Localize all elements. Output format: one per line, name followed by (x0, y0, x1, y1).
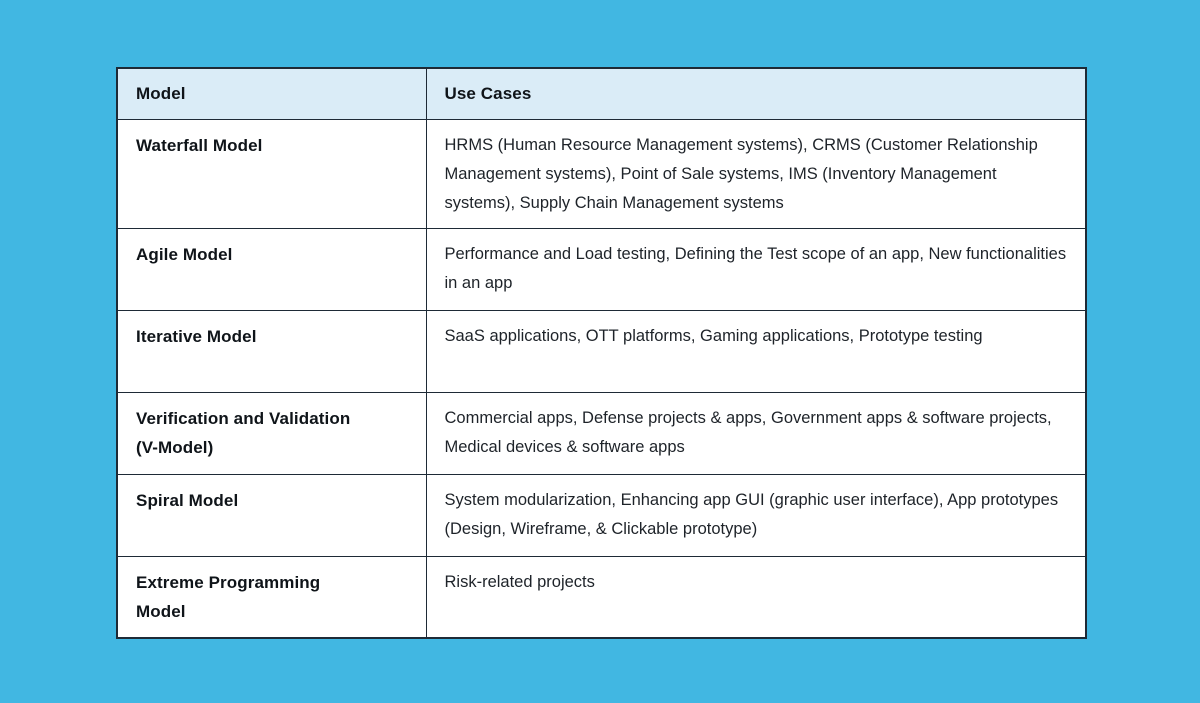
table-row-extreme-programming: Extreme Programming Model Risk-related p… (116, 555, 1087, 639)
table-row-waterfall: Waterfall Model HRMS (Human Resource Man… (116, 118, 1087, 229)
use-cases-cell: Commercial apps, Defense projects & apps… (425, 391, 1087, 475)
model-cell: Agile Model (116, 227, 427, 311)
model-cell: Spiral Model (116, 473, 427, 557)
sdlc-models-table-container: Model Use Cases Waterfall Model HRMS (Hu… (116, 67, 1087, 639)
table-row-agile: Agile Model Performance and Load testing… (116, 227, 1087, 311)
column-header-use-cases: Use Cases (425, 67, 1087, 120)
models-use-cases-table: Model Use Cases Waterfall Model HRMS (Hu… (116, 67, 1087, 639)
model-cell: Iterative Model (116, 309, 427, 393)
model-cell: Waterfall Model (116, 118, 427, 229)
use-cases-cell: Performance and Load testing, Defining t… (425, 227, 1087, 311)
header-row: Model Use Cases (116, 67, 1087, 120)
use-cases-cell: SaaS applications, OTT platforms, Gaming… (425, 309, 1087, 393)
model-cell: Verification and Validation (V-Model) (116, 391, 427, 475)
use-cases-cell: Risk-related projects (425, 555, 1087, 639)
table-row-v-model: Verification and Validation (V-Model) Co… (116, 391, 1087, 475)
model-cell: Extreme Programming Model (116, 555, 427, 639)
column-header-model: Model (116, 67, 427, 120)
table-row-iterative: Iterative Model SaaS applications, OTT p… (116, 309, 1087, 393)
use-cases-cell: System modularization, Enhancing app GUI… (425, 473, 1087, 557)
table-row-spiral: Spiral Model System modularization, Enha… (116, 473, 1087, 557)
use-cases-cell: HRMS (Human Resource Management systems)… (425, 118, 1087, 229)
